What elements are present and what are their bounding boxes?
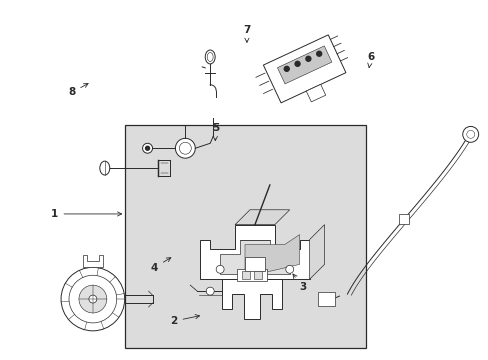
Ellipse shape	[205, 50, 215, 64]
Circle shape	[285, 265, 293, 273]
Ellipse shape	[100, 161, 109, 175]
Text: 2: 2	[170, 315, 199, 326]
Text: 6: 6	[366, 52, 374, 68]
Polygon shape	[305, 84, 325, 102]
Polygon shape	[220, 239, 289, 274]
Circle shape	[89, 295, 97, 303]
Circle shape	[284, 66, 288, 71]
Circle shape	[175, 138, 195, 158]
Bar	[317, 292, 335, 306]
Text: 1: 1	[51, 209, 122, 219]
Circle shape	[79, 285, 106, 313]
Circle shape	[142, 143, 152, 153]
Polygon shape	[263, 35, 345, 103]
Bar	[398, 214, 408, 224]
Bar	[244, 257, 264, 271]
Bar	[125, 125, 366, 348]
Circle shape	[206, 287, 214, 295]
Circle shape	[179, 142, 191, 154]
Text: 8: 8	[68, 84, 88, 98]
Bar	[242, 271, 249, 279]
Circle shape	[69, 275, 117, 323]
Polygon shape	[235, 210, 289, 225]
Bar	[237, 269, 266, 281]
Circle shape	[216, 265, 224, 273]
Polygon shape	[83, 255, 102, 267]
Circle shape	[61, 267, 124, 331]
Circle shape	[462, 126, 478, 142]
Circle shape	[466, 130, 474, 138]
Polygon shape	[309, 225, 324, 279]
Circle shape	[294, 61, 300, 66]
Text: 3: 3	[292, 274, 306, 292]
Polygon shape	[222, 279, 281, 319]
Text: 7: 7	[243, 25, 250, 42]
Ellipse shape	[207, 53, 213, 62]
Polygon shape	[200, 225, 309, 279]
Polygon shape	[277, 46, 331, 84]
Bar	[253, 271, 262, 279]
Text: 5: 5	[211, 123, 219, 140]
Text: 4: 4	[151, 258, 170, 273]
Circle shape	[145, 146, 149, 150]
Polygon shape	[244, 235, 299, 271]
Circle shape	[305, 56, 310, 61]
Circle shape	[316, 51, 321, 56]
